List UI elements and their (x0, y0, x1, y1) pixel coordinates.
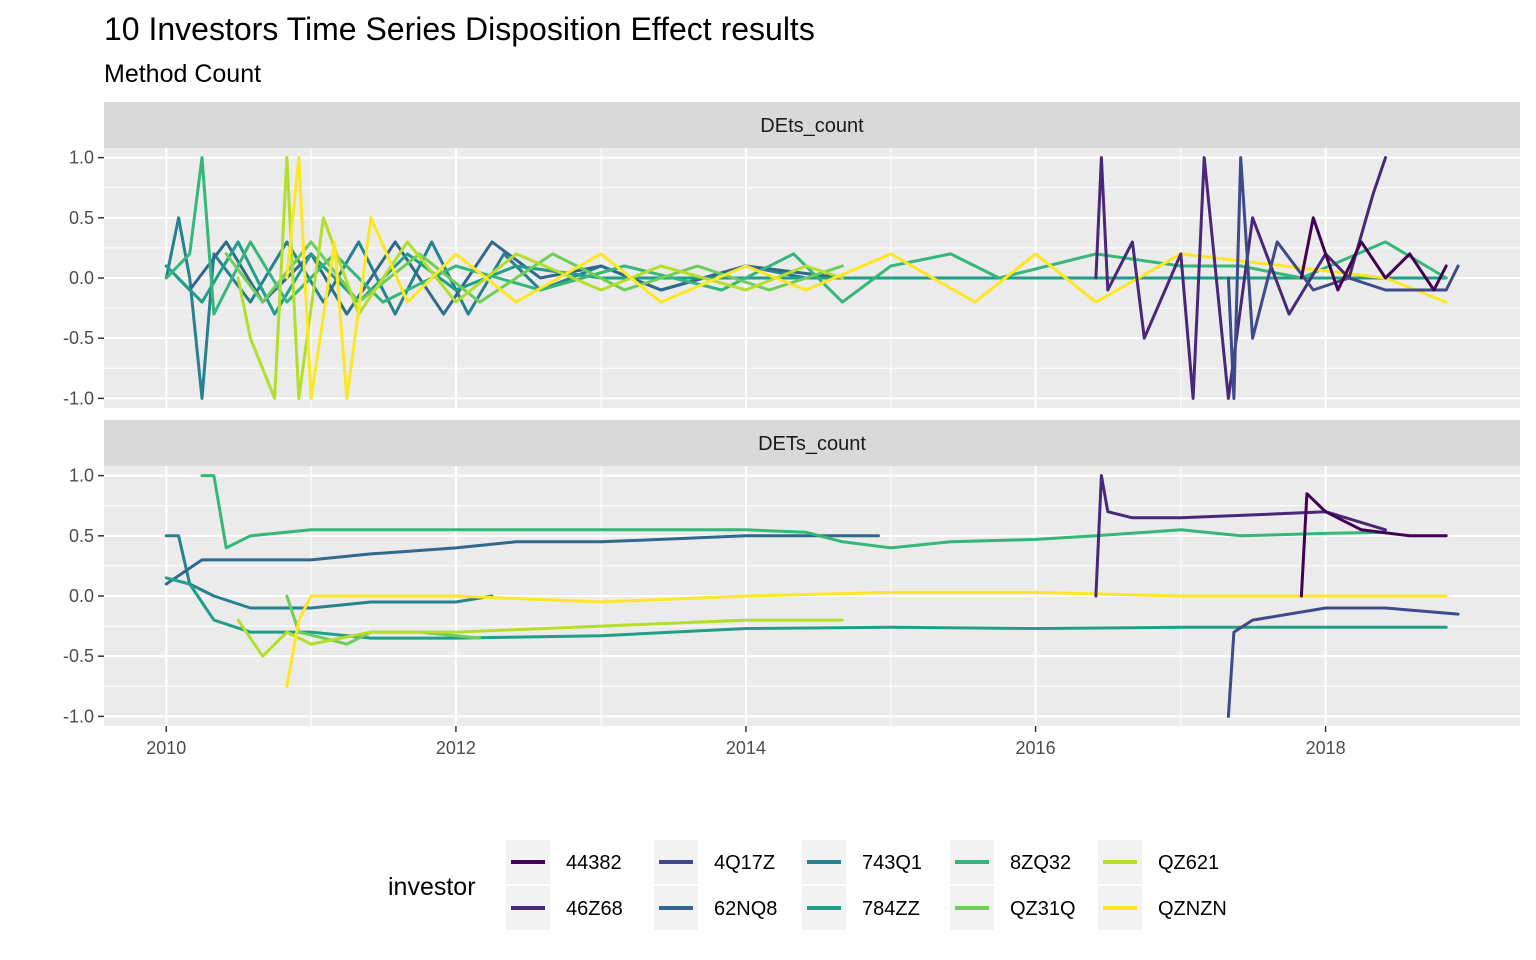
series-line-44382 (1299, 216, 1448, 292)
x-tick-label: 2016 (1016, 738, 1056, 758)
facet-strip (104, 102, 1520, 148)
series-line-qz31q (224, 240, 844, 304)
y-tick-label: -0.5 (63, 328, 94, 348)
series-line-8zq32 (200, 474, 1387, 550)
series-line-qznzn (285, 156, 1448, 400)
series-line-qz621 (236, 618, 844, 658)
facet-panel-dets-count-2: DETs_count 1.0 0.5 0.0 -0.5 -1.0 (63, 420, 1520, 726)
y-tick-label: -1.0 (63, 388, 94, 408)
x-axis: 2010 2012 2014 2016 2018 (146, 726, 1346, 758)
series-line-qznzn (285, 590, 1448, 688)
facet-strip (104, 420, 1520, 466)
y-tick-label: 1.0 (69, 148, 94, 168)
legend-label: QZ31Q (1010, 898, 1076, 920)
series-line-62nq8 (164, 534, 880, 586)
y-axis: 1.0 0.5 0.0 -0.5 -1.0 (63, 148, 104, 408)
legend-item-qz31q: QZ31Q (950, 886, 1076, 930)
series-group (164, 474, 1460, 718)
series-line-46z68 (1094, 156, 1387, 400)
series-line-4q17z (1226, 606, 1460, 718)
legend-item-62nq8: 62NQ8 (654, 886, 777, 930)
series-line-8zq32 (164, 156, 1448, 316)
x-tick-label: 2018 (1306, 738, 1346, 758)
y-tick-label: 0.5 (69, 526, 94, 546)
series-line-4q17z (1226, 156, 1460, 400)
series-group (164, 156, 1460, 400)
legend-label: 46Z68 (566, 898, 623, 920)
y-tick-label: 0.0 (69, 586, 94, 606)
y-tick-label: 0.0 (69, 268, 94, 288)
legend-label: 8ZQ32 (1010, 852, 1071, 874)
chart-title: 10 Investors Time Series Disposition Eff… (104, 11, 815, 47)
legend-label: QZ621 (1158, 852, 1219, 874)
legend-label: 44382 (566, 852, 622, 874)
y-tick-label: 0.5 (69, 208, 94, 228)
legend-item-8zq32: 8ZQ32 (950, 840, 1071, 884)
x-tick-label: 2012 (436, 738, 476, 758)
legend-label: 743Q1 (862, 852, 922, 874)
series-line-qz621 (236, 156, 844, 400)
legend-item-46z68: 46Z68 (506, 886, 623, 930)
facet-panel-dets-count: DEts_count 1.0 0.5 0.0 -0.5 -1.0 (63, 102, 1520, 408)
legend-item-784zz: 784ZZ (802, 886, 920, 930)
x-tick-label: 2010 (146, 738, 186, 758)
series-line-44382 (1299, 492, 1448, 598)
legend: investor 44382 46Z68 4Q17Z 62NQ8 743Q1 784ZZ 8… (388, 840, 1227, 930)
legend-item-44382: 44382 (506, 840, 622, 884)
y-tick-label: 1.0 (69, 466, 94, 486)
legend-label: 784ZZ (862, 898, 920, 920)
legend-label: 62NQ8 (714, 898, 777, 920)
legend-item-qz621: QZ621 (1098, 840, 1219, 884)
legend-label: 4Q17Z (714, 852, 775, 874)
legend-item-743q1: 743Q1 (802, 840, 922, 884)
y-tick-label: -0.5 (63, 646, 94, 666)
facet-strip-label: DETs_count (758, 433, 866, 455)
y-axis: 1.0 0.5 0.0 -0.5 -1.0 (63, 466, 104, 726)
legend-item-4q17z: 4Q17Z (654, 840, 775, 884)
legend-title: investor (388, 873, 476, 901)
series-line-743q1 (164, 534, 494, 610)
series-line-784zz (164, 576, 1448, 640)
x-tick-label: 2014 (726, 738, 766, 758)
legend-item-qznzn: QZNZN (1098, 886, 1227, 930)
y-tick-label: -1.0 (63, 706, 94, 726)
legend-items: 44382 46Z68 4Q17Z 62NQ8 743Q1 784ZZ 8ZQ32 QZ31Q… (506, 840, 1227, 930)
series-line-46z68 (1094, 474, 1387, 598)
legend-label: QZNZN (1158, 898, 1227, 920)
chart-subtitle: Method Count (104, 60, 261, 88)
grid (104, 466, 1520, 726)
facet-strip-label: DEts_count (760, 115, 864, 137)
